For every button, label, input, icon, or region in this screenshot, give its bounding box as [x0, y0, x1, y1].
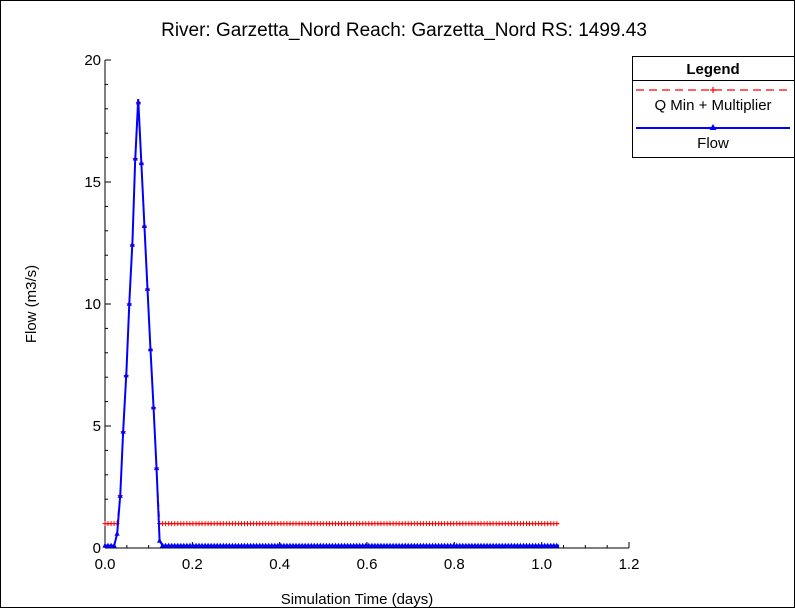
point-marker-triangle: [554, 542, 560, 548]
chart-title: River: Garzetta_Nord Reach: Garzetta_Nor…: [161, 20, 647, 41]
point-marker-triangle: [144, 285, 151, 291]
point-marker-triangle: [138, 160, 144, 166]
point-marker-triangle: [111, 542, 117, 548]
point-marker-triangle: [147, 346, 154, 352]
legend: Legend Q Min + Multiplier Flow: [632, 56, 795, 158]
x-tick-label: 0.2: [182, 556, 203, 573]
point-marker-triangle: [114, 530, 120, 536]
point-marker-triangle: [129, 241, 135, 247]
y-tick-label: 0: [93, 540, 101, 557]
y-tick-label: 10: [84, 296, 101, 313]
point-marker-triangle: [120, 428, 126, 434]
y-axis-label: Flow (m3/s): [23, 265, 40, 343]
x-tick-label: 0.8: [444, 556, 465, 573]
legend-marker-triangle-icon: [709, 124, 717, 130]
point-marker-triangle: [154, 465, 160, 471]
x-tick-label: 1.0: [531, 556, 552, 573]
y-axis-ticks: 0 5 10 15 20: [84, 52, 111, 557]
legend-marker-plus-icon: [710, 87, 716, 93]
point-marker-triangle: [123, 372, 129, 378]
point-marker-plus: [554, 521, 560, 527]
point-marker-triangle: [141, 223, 147, 228]
series-layer: [102, 98, 560, 548]
x-tick-label: 0.4: [269, 556, 290, 573]
point-marker-triangle: [126, 300, 132, 306]
point-marker-triangle: [117, 492, 123, 498]
x-tick-label: 0.0: [95, 556, 116, 573]
x-axis-label: Simulation Time (days): [281, 591, 434, 608]
point-marker-triangle: [132, 155, 138, 161]
series-line: [105, 98, 560, 547]
y-tick-label: 20: [84, 52, 101, 69]
x-tick-label: 0.6: [357, 556, 378, 573]
point-marker-triangle: [157, 537, 163, 543]
y-tick-label: 5: [93, 418, 101, 435]
y-tick-label: 15: [84, 174, 101, 191]
legend-entry-q-min: Q Min + Multiplier: [654, 97, 771, 114]
x-tick-label: 1.2: [619, 556, 640, 573]
point-marker-triangle: [150, 404, 157, 410]
legend-box: [632, 56, 795, 158]
series-flow: [102, 98, 560, 548]
x-axis-ticks: 0.0 0.2 0.4 0.6 0.8 1.0 1.2: [95, 542, 640, 573]
legend-title: Legend: [686, 61, 739, 78]
legend-entry-flow: Flow: [697, 135, 729, 152]
point-marker-triangle: [135, 99, 141, 105]
